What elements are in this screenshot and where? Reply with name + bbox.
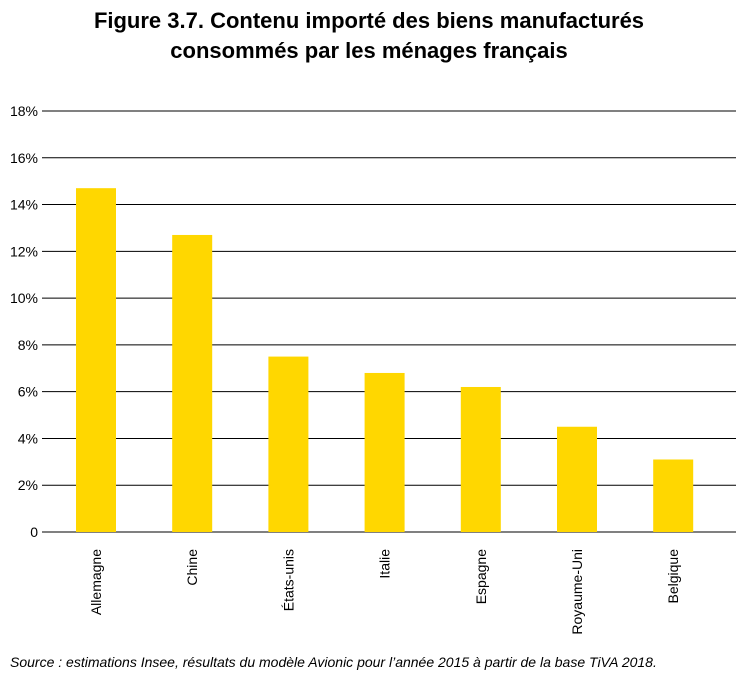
bar bbox=[557, 426, 597, 532]
y-axis-ticks: 0 2% 4% 6% 8% 10% 12% 14% 16% 18% bbox=[10, 103, 38, 540]
y-tick-label: 18% bbox=[10, 103, 38, 119]
y-tick-label: 14% bbox=[10, 197, 38, 213]
bar-chart: 0 2% 4% 6% 8% 10% 12% 14% 16% 18% Allemagne Chine É… bbox=[10, 103, 736, 635]
chart-title-line-2: consommés par les ménages français bbox=[170, 38, 568, 63]
category-label: Royaume-Uni bbox=[569, 549, 585, 635]
chart-title: Figure 3.7. Contenu importé des biens ma… bbox=[0, 6, 738, 66]
y-tick-label: 0 bbox=[30, 524, 38, 540]
y-tick-label: 8% bbox=[18, 337, 38, 353]
category-label: Espagne bbox=[473, 549, 489, 604]
category-label: Allemagne bbox=[88, 549, 104, 615]
bar bbox=[653, 459, 694, 532]
category-label: Chine bbox=[184, 549, 200, 586]
bar bbox=[172, 234, 213, 532]
bar bbox=[364, 372, 405, 532]
y-tick-label: 4% bbox=[18, 430, 38, 446]
bar bbox=[460, 386, 501, 532]
y-tick-label: 16% bbox=[10, 150, 38, 166]
category-label: Belgique bbox=[665, 549, 681, 604]
bar bbox=[76, 188, 116, 532]
bar bbox=[268, 356, 309, 532]
y-tick-label: 12% bbox=[10, 243, 38, 259]
category-label: Italie bbox=[377, 549, 393, 579]
bars bbox=[76, 188, 694, 532]
category-label: États-unis bbox=[280, 549, 296, 611]
y-tick-label: 2% bbox=[18, 477, 38, 493]
category-labels: Allemagne Chine États-unis Italie Espagne Roy… bbox=[88, 549, 681, 635]
chart-title-line-1: Figure 3.7. Contenu importé des biens ma… bbox=[93, 8, 645, 33]
y-tick-label: 10% bbox=[10, 290, 38, 306]
source-note: Source : estimations Insee, résultats du… bbox=[10, 654, 657, 670]
y-tick-label: 6% bbox=[18, 384, 38, 400]
